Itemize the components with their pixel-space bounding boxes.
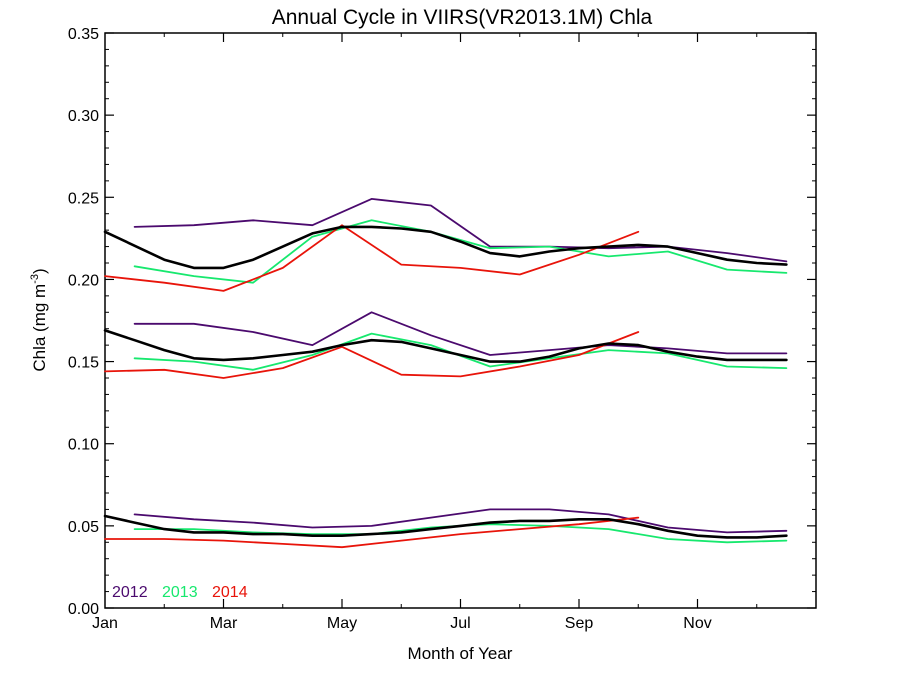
x-tick-label: Jan — [92, 615, 118, 632]
y-axis-label: Chla (mg m-3) — [29, 268, 49, 371]
y-tick-label: 0.30 — [68, 108, 99, 125]
y-tick-label: 0.00 — [68, 601, 99, 618]
series-line-upper-mean — [103, 225, 788, 270]
x-tick-label: Nov — [683, 615, 711, 632]
series-line-upper-2014 — [104, 224, 640, 292]
y-tick-label: 0.35 — [68, 26, 99, 43]
series-line-middle-2013 — [133, 332, 788, 371]
series-line-lower-mean — [103, 514, 788, 539]
series-line-lower-2012 — [133, 508, 788, 534]
chart-title: Annual Cycle in VIIRS(VR2013.1M) Chla — [272, 6, 653, 29]
x-tick-label: Sep — [565, 615, 594, 632]
series-line-middle-2014 — [104, 331, 640, 379]
legend-item-2012: 2012 — [112, 584, 148, 601]
x-axis: Jan Mar May Jul Sep Nov — [92, 33, 758, 632]
y-tick-label: 0.15 — [68, 355, 99, 372]
x-tick-label: Mar — [210, 615, 238, 632]
y-axis-label-sup: -3 — [29, 274, 41, 284]
legend-item-2014: 2014 — [212, 584, 248, 601]
x-tick-label: May — [327, 615, 357, 632]
series-line-middle-mean — [103, 329, 788, 363]
y-tick-label: 0.25 — [68, 190, 99, 207]
y-tick-label: 0.05 — [68, 519, 99, 536]
y-tick-label: 0.10 — [68, 437, 99, 454]
y-tick-label: 0.20 — [68, 272, 99, 289]
plot-frame — [104, 32, 817, 609]
x-tick-label: Jul — [450, 615, 470, 632]
series-layer — [103, 197, 788, 549]
series-line-upper-2013 — [133, 219, 788, 284]
series-line-lower-2014 — [104, 516, 640, 549]
series-line-middle-2012 — [133, 311, 788, 356]
y-axis-label-main: Chla (mg m — [30, 284, 49, 372]
legend-item-2013: 2013 — [162, 584, 198, 601]
y-axis-label-close: ) — [30, 268, 49, 274]
y-axis: 0.00 0.05 0.10 0.15 0.20 0.25 0.30 0.35 — [68, 26, 816, 618]
legend: 2012 2013 2014 — [112, 584, 248, 601]
x-axis-label: Month of Year — [408, 644, 513, 663]
